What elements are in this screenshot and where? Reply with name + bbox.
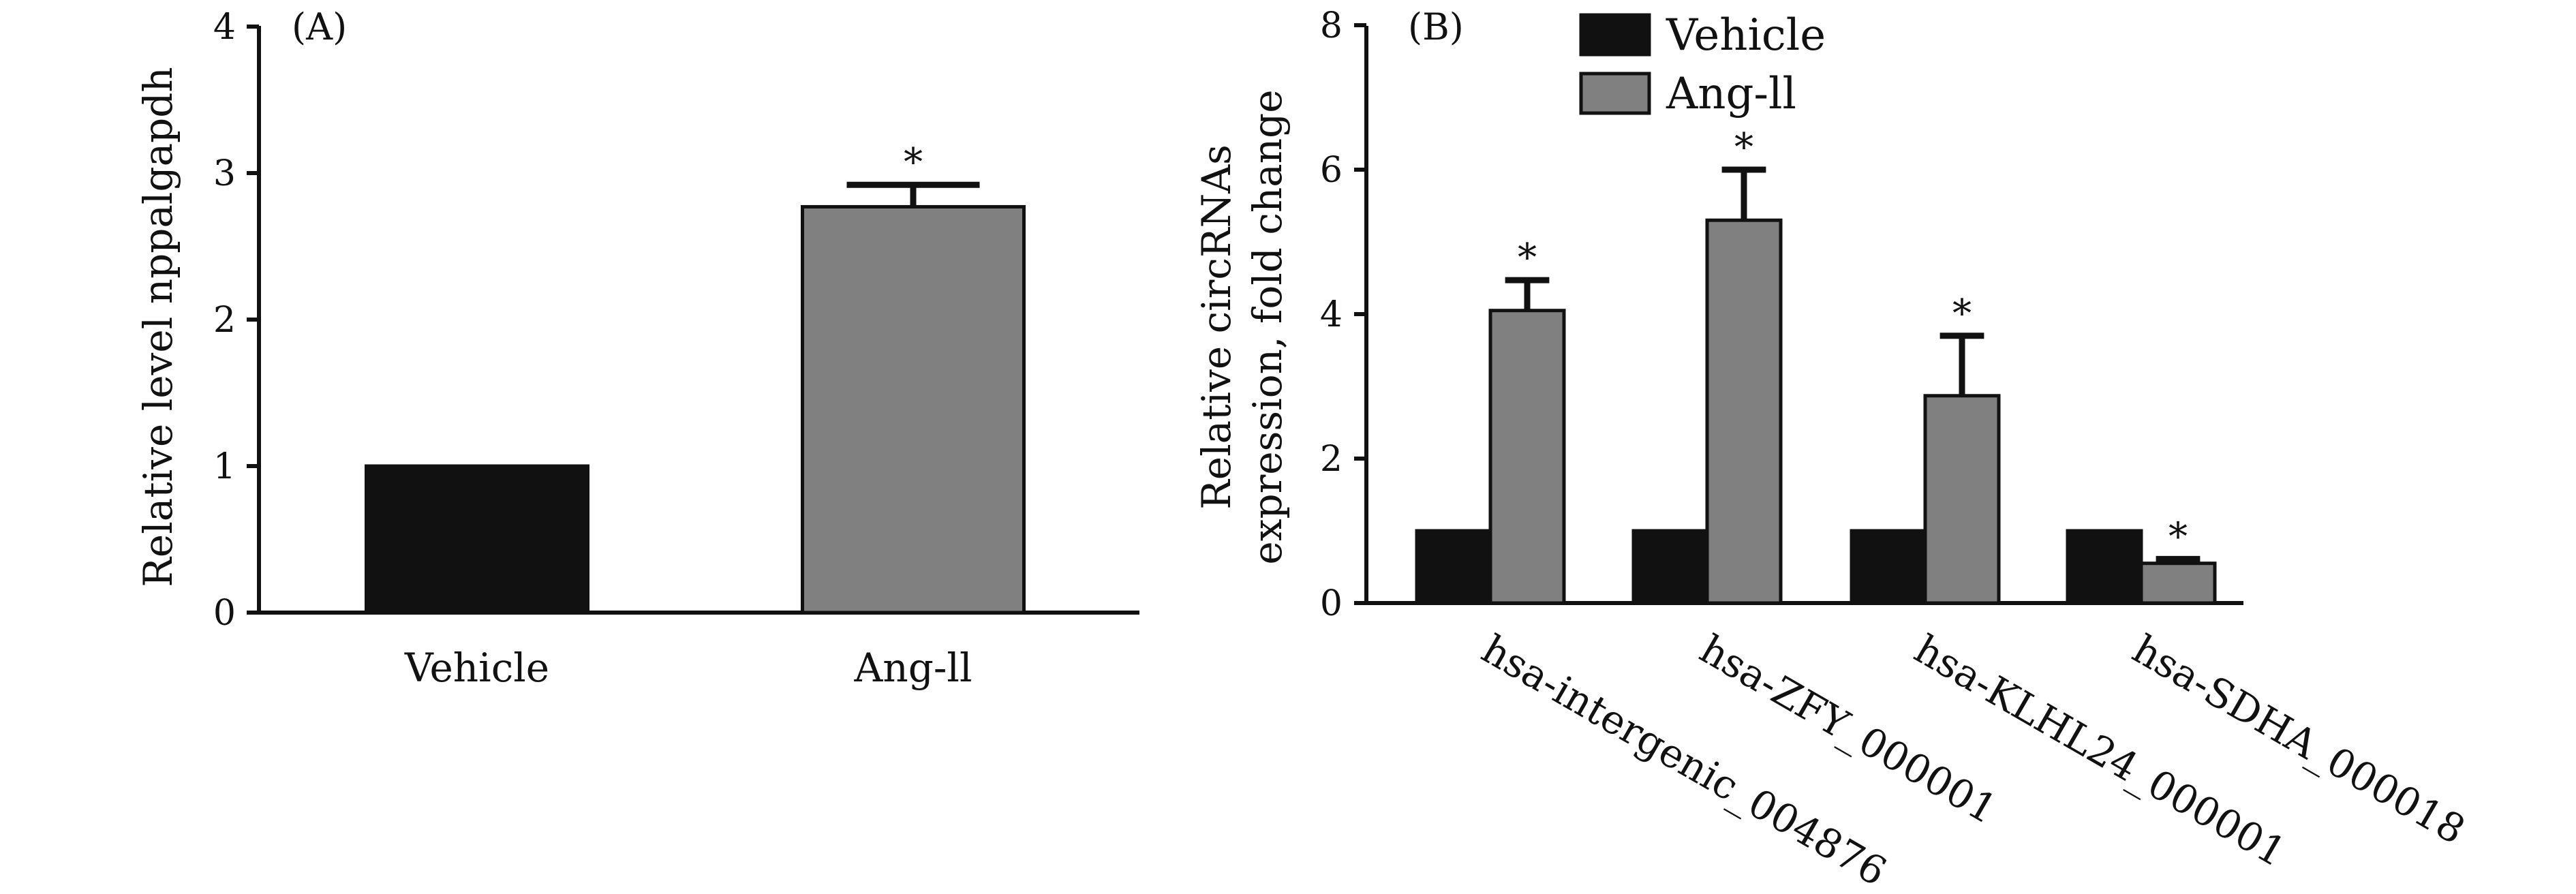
bar: [365, 464, 589, 615]
chart-panel-a: (A) Relative level nppalgapdh 0 1 2 3 4 …: [135, 5, 1139, 691]
legend: Vehicle Ang-ll: [1579, 10, 1826, 119]
y-tick-label: 2: [1320, 439, 1343, 480]
y-axis-label-a: Relative level nppalgapdh: [135, 67, 181, 587]
y-tick-label: 4: [1320, 294, 1343, 335]
bar: [1705, 218, 1783, 605]
y-tick-label: 0: [213, 593, 236, 634]
x-category-label: hsa-intergenic_004876: [1474, 626, 1895, 894]
significance-marker: *: [1952, 292, 1972, 336]
y-tick-label: 0: [1320, 583, 1343, 624]
y-tick-label: 2: [213, 300, 236, 341]
bars-b: * * * *: [1415, 125, 2217, 605]
bar: [1415, 529, 1492, 605]
x-category-label: hsa-KLHL24_000001: [1907, 626, 2294, 876]
x-category-label: Vehicle: [404, 645, 549, 691]
legend-label: Vehicle: [1666, 10, 1826, 61]
panel-label-a: (A): [292, 5, 347, 48]
bar: [1850, 529, 1927, 605]
y-tick-label: 6: [1320, 150, 1343, 191]
bar: [1631, 529, 1709, 605]
significance-marker: *: [904, 140, 923, 185]
panel-label-b: (B): [1408, 5, 1464, 48]
significance-marker: *: [2168, 514, 2188, 559]
x-category-label: Ang-ll: [853, 645, 972, 691]
significance-marker: *: [1518, 236, 1537, 280]
y-axis-ticks-b: 0 2 4 6 8: [1320, 5, 1366, 624]
y-axis-label-b-line2: expression, fold change: [1244, 89, 1291, 564]
y-axis-label-b-line1: Relative circRNAs: [1193, 144, 1240, 510]
significance-marker: *: [1734, 125, 1753, 170]
bar: [1488, 309, 1566, 605]
bars-a: *: [365, 140, 1026, 615]
y-axis-ticks-a: 0 1 2 3 4: [213, 7, 259, 634]
y-tick-label: 4: [213, 7, 236, 48]
y-tick-label: 1: [213, 446, 236, 487]
legend-label: Ang-ll: [1666, 69, 1796, 119]
y-tick-label: 8: [1320, 5, 1343, 46]
bar: [2139, 561, 2217, 605]
legend-swatch-vehicle: [1579, 13, 1651, 57]
y-tick-label: 3: [213, 153, 236, 194]
bar: [801, 204, 1026, 615]
legend-swatch-ang: [1579, 72, 1651, 115]
bar: [2066, 529, 2143, 605]
chart-panel-b: (B) Relative circRNAs expression, fold c…: [1193, 5, 2473, 894]
bar: [1923, 394, 2001, 605]
